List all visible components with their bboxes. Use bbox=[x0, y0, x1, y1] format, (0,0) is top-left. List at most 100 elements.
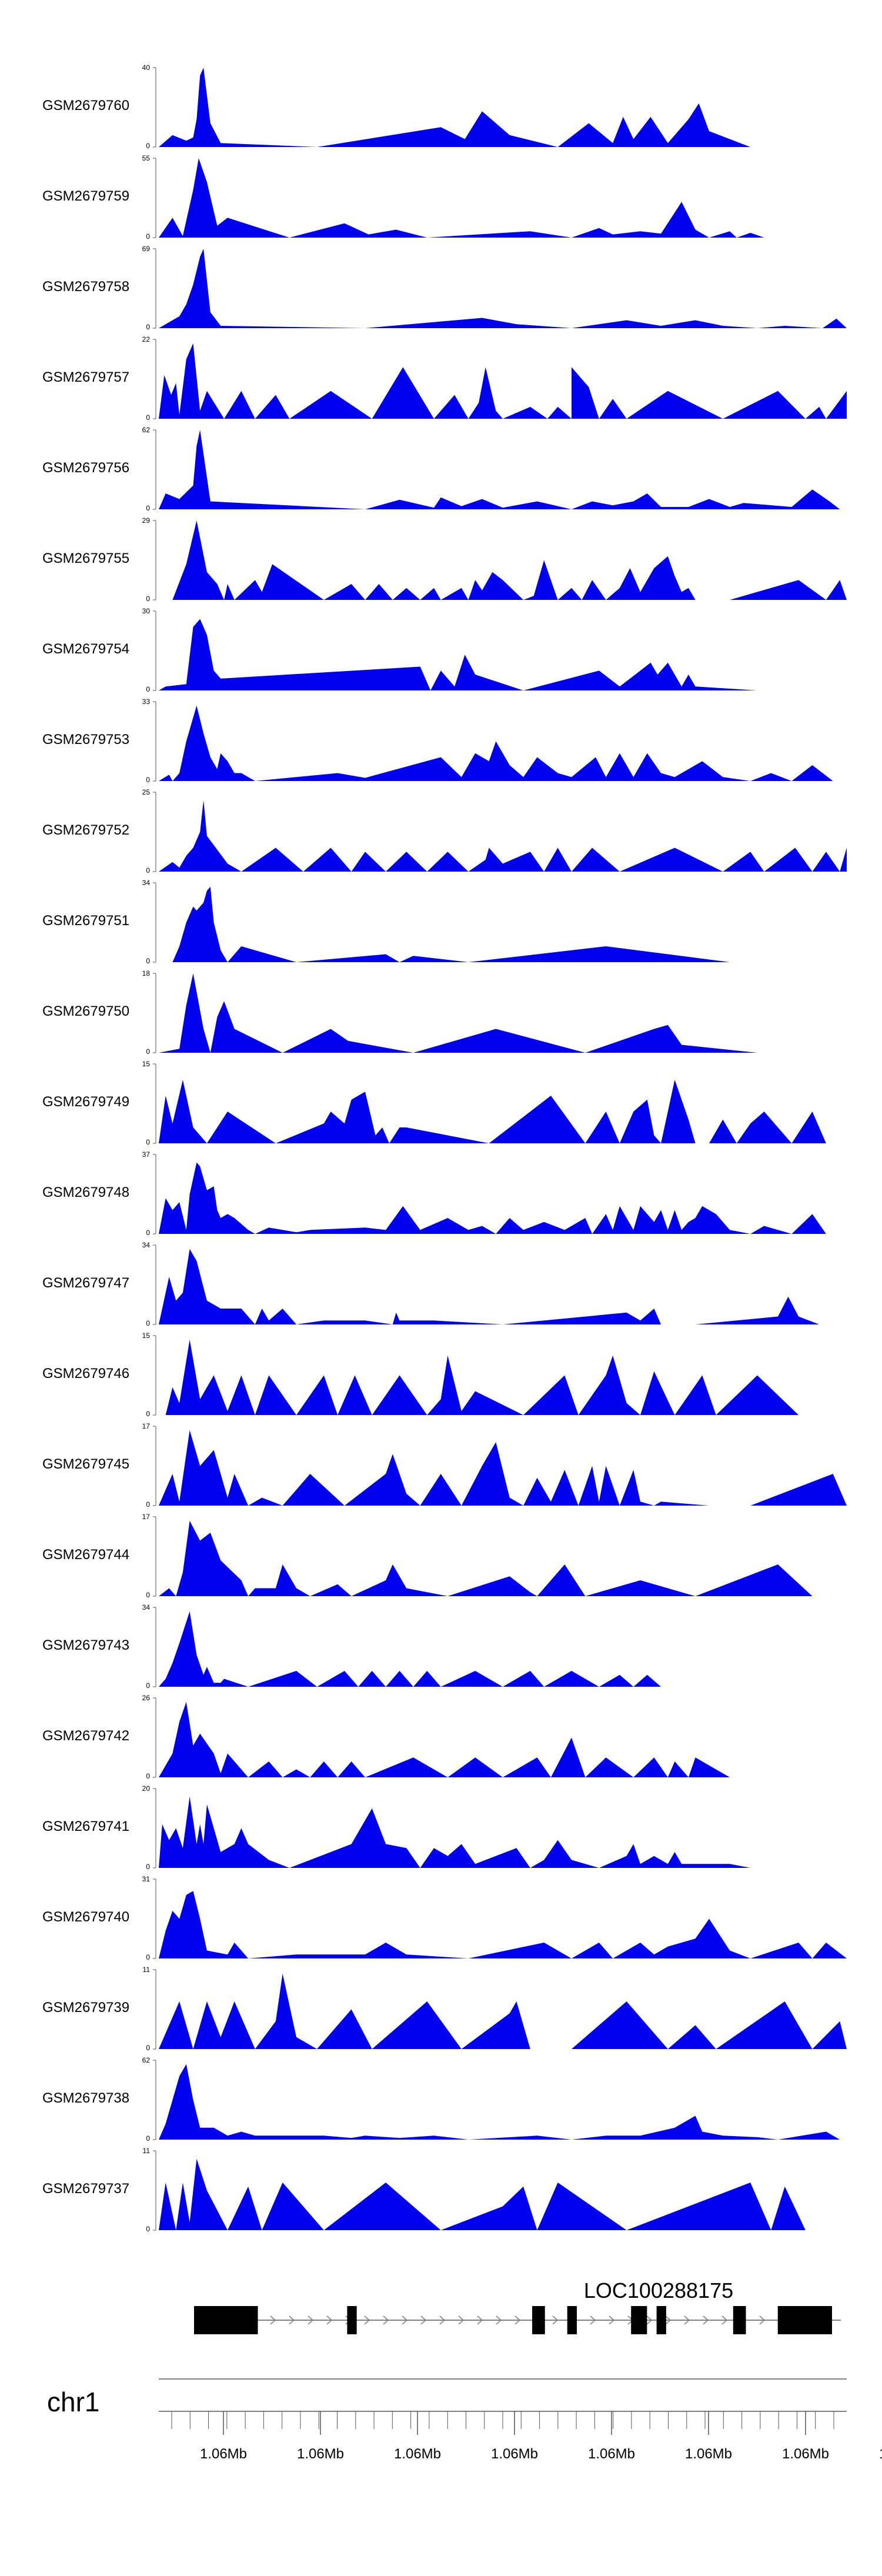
track-ymin-label: 0 bbox=[146, 685, 150, 693]
track-ymin-label: 0 bbox=[146, 1591, 150, 1599]
gene-model: LOC100288175 bbox=[194, 2278, 841, 2334]
coverage-area bbox=[159, 343, 847, 419]
track-label: GSM2679740 bbox=[42, 1909, 129, 1925]
coverage-area bbox=[159, 800, 847, 872]
axis-tick-label: 1.06Mb bbox=[782, 2446, 829, 2462]
coverage-area bbox=[159, 2064, 847, 2140]
track-ymin-label: 0 bbox=[146, 1772, 150, 1780]
exon-block bbox=[656, 2306, 666, 2334]
coverage-area bbox=[159, 520, 847, 600]
coverage-area bbox=[159, 1796, 847, 1868]
track-ymax-label: 18 bbox=[142, 969, 151, 977]
coverage-area bbox=[159, 973, 847, 1053]
track-GSM2679752: GSM2679752 25 0 bbox=[42, 788, 847, 875]
track-label: GSM2679757 bbox=[42, 369, 129, 385]
track-ymin-label: 0 bbox=[146, 957, 150, 965]
track-GSM2679741: GSM2679741 20 0 bbox=[42, 1784, 847, 1871]
track-ymin-label: 0 bbox=[146, 2044, 150, 2052]
track-ymax-label: 34 bbox=[142, 1241, 151, 1249]
track-ymax-label: 30 bbox=[142, 607, 151, 615]
track-GSM2679738: GSM2679738 62 0 bbox=[42, 2056, 847, 2143]
track-ymin-label: 0 bbox=[146, 232, 150, 241]
strand-arrow bbox=[703, 2315, 709, 2325]
strand-arrow bbox=[721, 2315, 728, 2325]
coverage-area bbox=[159, 1162, 847, 1234]
strand-arrow bbox=[420, 2315, 427, 2325]
coverage-area bbox=[159, 1520, 847, 1596]
exon-block bbox=[532, 2306, 545, 2334]
track-ymin-label: 0 bbox=[146, 413, 150, 422]
track-ymin-label: 0 bbox=[146, 504, 150, 512]
coverage-area bbox=[159, 1339, 847, 1415]
strand-arrow bbox=[646, 2315, 653, 2325]
track-label: GSM2679752 bbox=[42, 822, 129, 838]
track-label: GSM2679759 bbox=[42, 188, 129, 204]
track-label: GSM2679743 bbox=[42, 1637, 129, 1653]
coverage-area bbox=[159, 1080, 847, 1143]
axis-tick-label: 1.06Mb bbox=[200, 2446, 247, 2462]
strand-arrow bbox=[609, 2315, 615, 2325]
strand-arrow bbox=[684, 2315, 690, 2325]
exon-block bbox=[347, 2306, 357, 2334]
track-label: GSM2679737 bbox=[42, 2181, 129, 2197]
coverage-tracks: GSM2679760400GSM2679759550GSM2679758690G… bbox=[42, 64, 847, 2233]
track-label: GSM2679754 bbox=[42, 641, 129, 657]
track-ymax-label: 20 bbox=[142, 1784, 151, 1793]
track-ymax-label: 17 bbox=[142, 1513, 151, 1521]
axis-tick-label: 1.06Mb bbox=[491, 2446, 538, 2462]
track-ymax-label: 62 bbox=[142, 2056, 151, 2064]
track-ymin-label: 0 bbox=[146, 1319, 150, 1327]
coverage-area bbox=[159, 1430, 847, 1506]
strand-arrow bbox=[364, 2315, 370, 2325]
exon-block bbox=[567, 2306, 577, 2334]
coverage-area bbox=[159, 1611, 847, 1687]
track-ymax-label: 69 bbox=[142, 245, 151, 253]
track-GSM2679756: GSM2679756 62 0 bbox=[42, 426, 847, 512]
track-ymin-label: 0 bbox=[146, 1138, 150, 1146]
strand-arrow bbox=[439, 2315, 446, 2325]
track-label: GSM2679741 bbox=[42, 1818, 129, 1834]
track-label: GSM2679744 bbox=[42, 1547, 129, 1563]
strand-arrow bbox=[590, 2315, 596, 2325]
genome-axis: chr1 1.06Mb 1.06Mb 1.06Mb 1.06Mb 1.06Mb 1.06M… bbox=[47, 2378, 882, 2462]
track-label: GSM2679749 bbox=[42, 1094, 129, 1110]
track-ymin-label: 0 bbox=[146, 1047, 150, 1056]
track-ymin-label: 0 bbox=[146, 323, 150, 331]
exon-block bbox=[733, 2306, 746, 2334]
strand-arrow bbox=[326, 2315, 333, 2325]
track-ymax-label: 17 bbox=[142, 1422, 151, 1430]
track-label: GSM2679739 bbox=[42, 2000, 129, 2016]
track-ymax-label: 62 bbox=[142, 426, 151, 434]
exon-block bbox=[777, 2306, 832, 2334]
gene-label: LOC100288175 bbox=[584, 2278, 733, 2303]
coverage-area bbox=[159, 68, 847, 147]
track-label: GSM2679753 bbox=[42, 732, 129, 748]
strand-arrow bbox=[759, 2315, 766, 2325]
track-ymax-label: 11 bbox=[143, 1966, 151, 1974]
track-GSM2679740: GSM2679740 31 0 bbox=[42, 1875, 847, 1961]
track-label: GSM2679751 bbox=[42, 913, 129, 929]
track-ymax-label: 15 bbox=[142, 1060, 151, 1068]
track-GSM2679739: GSM2679739 11 0 bbox=[42, 1966, 847, 2052]
track-ymin-label: 0 bbox=[146, 776, 150, 784]
track-GSM2679753: GSM2679753 33 0 bbox=[42, 698, 847, 784]
strand-arrow bbox=[496, 2315, 502, 2325]
track-GSM2679745: GSM2679745 17 0 bbox=[42, 1422, 847, 1509]
track-label: GSM2679742 bbox=[42, 1728, 129, 1744]
track-ymax-label: 31 bbox=[142, 1875, 151, 1883]
track-label: GSM2679745 bbox=[42, 1456, 129, 1472]
axis-tick-label: 1.06Mb bbox=[685, 2446, 732, 2462]
strand-arrow bbox=[289, 2315, 295, 2325]
track-ymin-label: 0 bbox=[146, 1863, 150, 1871]
strand-arrow bbox=[402, 2315, 408, 2325]
strand-arrow bbox=[552, 2315, 559, 2325]
track-ymin-label: 0 bbox=[146, 1410, 150, 1418]
track-ymin-label: 0 bbox=[146, 1500, 150, 1509]
track-GSM2679737: GSM2679737 11 0 bbox=[42, 2147, 847, 2233]
chromosome-label: chr1 bbox=[47, 2387, 99, 2417]
track-label: GSM2679756 bbox=[42, 460, 129, 476]
track-GSM2679749: GSM2679749 15 0 bbox=[42, 1060, 847, 1146]
track-label: GSM2679738 bbox=[42, 2090, 129, 2106]
coverage-area bbox=[159, 1973, 847, 2049]
coverage-area bbox=[159, 158, 847, 238]
